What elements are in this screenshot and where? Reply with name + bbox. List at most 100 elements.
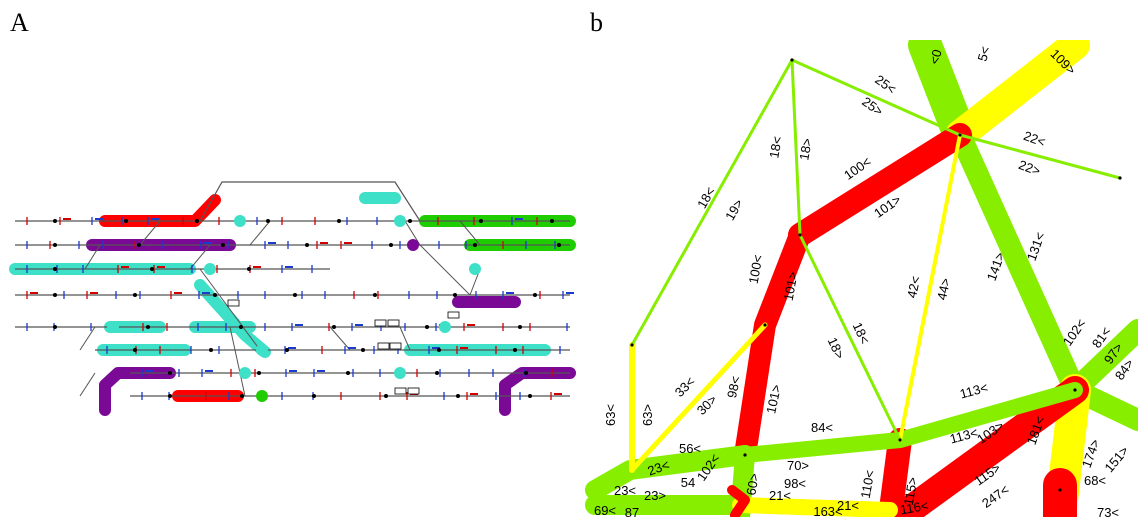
flow-edge bbox=[898, 133, 962, 442]
crossover-track bbox=[419, 244, 471, 296]
edge-label: 18< bbox=[694, 184, 718, 211]
signal-mark bbox=[317, 370, 325, 372]
track-node bbox=[435, 371, 439, 375]
track-node bbox=[293, 293, 297, 297]
crossover-track bbox=[399, 326, 411, 351]
flow-edge bbox=[790, 58, 962, 137]
edge-label: 102< bbox=[1060, 316, 1089, 349]
signal-mark bbox=[90, 292, 98, 294]
flow-node bbox=[1058, 488, 1062, 492]
track-node bbox=[53, 293, 57, 297]
edge-label: 54 bbox=[681, 475, 695, 490]
track-node bbox=[518, 325, 522, 329]
edge-label: 5< bbox=[974, 45, 992, 63]
signal-mark bbox=[506, 292, 514, 294]
edge-label: 42< bbox=[904, 275, 923, 300]
signal-mark bbox=[288, 347, 296, 349]
flow-edge bbox=[908, 40, 977, 152]
track-node bbox=[453, 293, 457, 297]
track-node bbox=[285, 348, 289, 352]
crossover-track bbox=[404, 220, 421, 246]
edge-label: 247< bbox=[979, 482, 1012, 511]
switch-box bbox=[374, 319, 387, 327]
track-node bbox=[389, 243, 393, 247]
edge-label: 33< bbox=[672, 374, 698, 400]
track-node bbox=[557, 243, 561, 247]
edge-label: 25> bbox=[859, 94, 886, 119]
track-node bbox=[53, 219, 57, 223]
signal-mark bbox=[460, 347, 468, 349]
edge-label: 44> bbox=[934, 277, 953, 302]
signal-mark bbox=[467, 324, 475, 326]
track-node bbox=[221, 243, 225, 247]
edge-label: 18> bbox=[796, 137, 815, 161]
signal-mark bbox=[151, 218, 159, 220]
edge-label: 100< bbox=[746, 253, 766, 284]
edge-label: 115> bbox=[901, 476, 921, 507]
edge-label: 56< bbox=[679, 441, 701, 456]
track-node bbox=[266, 219, 270, 223]
signal-mark bbox=[30, 292, 38, 294]
edge-label: 21< bbox=[837, 498, 859, 513]
flow-node bbox=[798, 233, 802, 237]
panel-b-label: b bbox=[590, 8, 603, 37]
track-node bbox=[168, 394, 172, 398]
station-node bbox=[394, 215, 406, 227]
signal-mark bbox=[145, 370, 153, 372]
crossover-track bbox=[329, 326, 351, 351]
track-node bbox=[337, 219, 341, 223]
crossover-track bbox=[199, 268, 261, 351]
flow-edge bbox=[886, 376, 1089, 517]
track-node bbox=[312, 394, 316, 398]
track-node bbox=[133, 293, 137, 297]
signal-mark bbox=[348, 347, 356, 349]
crossover-track bbox=[459, 220, 481, 246]
flow-edge bbox=[798, 233, 902, 442]
edge-label: 19> bbox=[722, 196, 746, 223]
flow-node bbox=[958, 133, 962, 137]
station-node bbox=[107, 321, 119, 333]
flow-node bbox=[630, 343, 634, 347]
station-node bbox=[256, 390, 268, 402]
edge-label: 18< bbox=[766, 135, 785, 159]
track-node bbox=[479, 219, 483, 223]
track-node bbox=[53, 325, 57, 329]
station-node bbox=[234, 215, 246, 227]
flow-node bbox=[763, 323, 767, 327]
edge-label: 23< bbox=[614, 483, 636, 498]
crossover-track bbox=[139, 220, 161, 246]
edge-label: 141> bbox=[984, 250, 1008, 283]
track-node bbox=[195, 219, 199, 223]
track-node bbox=[528, 394, 532, 398]
track-node bbox=[550, 219, 554, 223]
flow-node bbox=[898, 438, 902, 442]
signal-mark bbox=[432, 347, 440, 349]
track-node bbox=[533, 293, 537, 297]
crossover-track bbox=[84, 244, 101, 270]
signal-mark bbox=[174, 292, 182, 294]
station-node bbox=[407, 239, 419, 251]
flow-edge bbox=[790, 58, 802, 237]
track-node bbox=[513, 348, 517, 352]
edge-label: 73< bbox=[1097, 505, 1119, 517]
edge-label: 22< bbox=[1022, 128, 1048, 150]
station-node bbox=[204, 263, 216, 275]
edge-label: 60> bbox=[743, 472, 762, 496]
edge-label: 113< bbox=[958, 380, 989, 402]
flow-node bbox=[743, 453, 747, 457]
switch-box bbox=[447, 311, 460, 319]
station-node bbox=[394, 367, 406, 379]
crossover-track bbox=[249, 220, 271, 246]
station-node bbox=[469, 263, 481, 275]
edge-label: <0 bbox=[926, 48, 944, 66]
signal-mark bbox=[344, 242, 352, 244]
switch-box bbox=[377, 342, 390, 350]
edge-label: 151> bbox=[1101, 443, 1131, 475]
track-node bbox=[384, 394, 388, 398]
track-node bbox=[473, 243, 477, 247]
signal-mark bbox=[289, 370, 297, 372]
signal-mark bbox=[295, 324, 303, 326]
edge-label: 69< bbox=[594, 503, 616, 517]
switch-box bbox=[394, 387, 407, 395]
